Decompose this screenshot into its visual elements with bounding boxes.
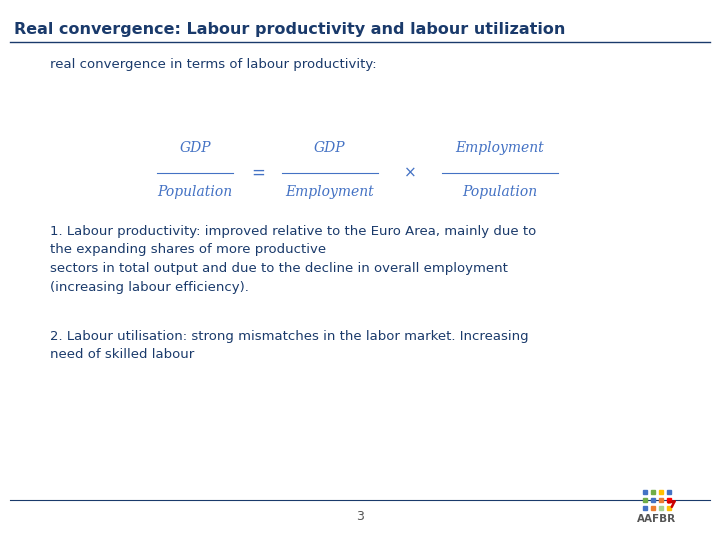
Text: Real convergence: Labour productivity and labour utilization: Real convergence: Labour productivity an… <box>14 22 565 37</box>
Text: Population: Population <box>158 185 233 199</box>
Text: =: = <box>251 164 265 182</box>
Text: 2. Labour utilisation: strong mismatches in the labor market. Increasing
need of: 2. Labour utilisation: strong mismatches… <box>50 330 528 361</box>
Text: 3: 3 <box>356 510 364 523</box>
Text: GDP: GDP <box>314 141 346 155</box>
Text: ×: × <box>404 165 416 180</box>
Text: 1. Labour productivity: improved relative to the Euro Area, mainly due to
the ex: 1. Labour productivity: improved relativ… <box>50 225 536 294</box>
Text: Population: Population <box>462 185 538 199</box>
Text: GDP: GDP <box>179 141 211 155</box>
Text: AAFBR: AAFBR <box>637 514 677 524</box>
Text: real convergence in terms of labour productivity:: real convergence in terms of labour prod… <box>50 58 377 71</box>
Text: Employment: Employment <box>286 185 374 199</box>
Text: Employment: Employment <box>456 141 544 155</box>
